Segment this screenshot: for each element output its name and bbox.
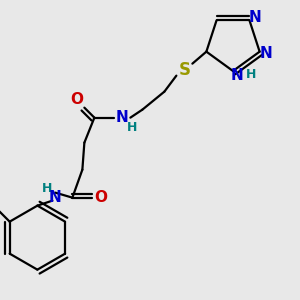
Text: N: N [231, 68, 243, 82]
Text: O: O [94, 190, 107, 205]
Text: N: N [49, 190, 62, 205]
Text: N: N [259, 46, 272, 61]
Text: S: S [178, 61, 190, 79]
Text: N: N [116, 110, 129, 125]
Text: H: H [42, 182, 52, 195]
Text: H: H [127, 121, 138, 134]
Text: H: H [246, 68, 256, 82]
Text: O: O [70, 92, 83, 107]
Text: N: N [249, 10, 262, 25]
